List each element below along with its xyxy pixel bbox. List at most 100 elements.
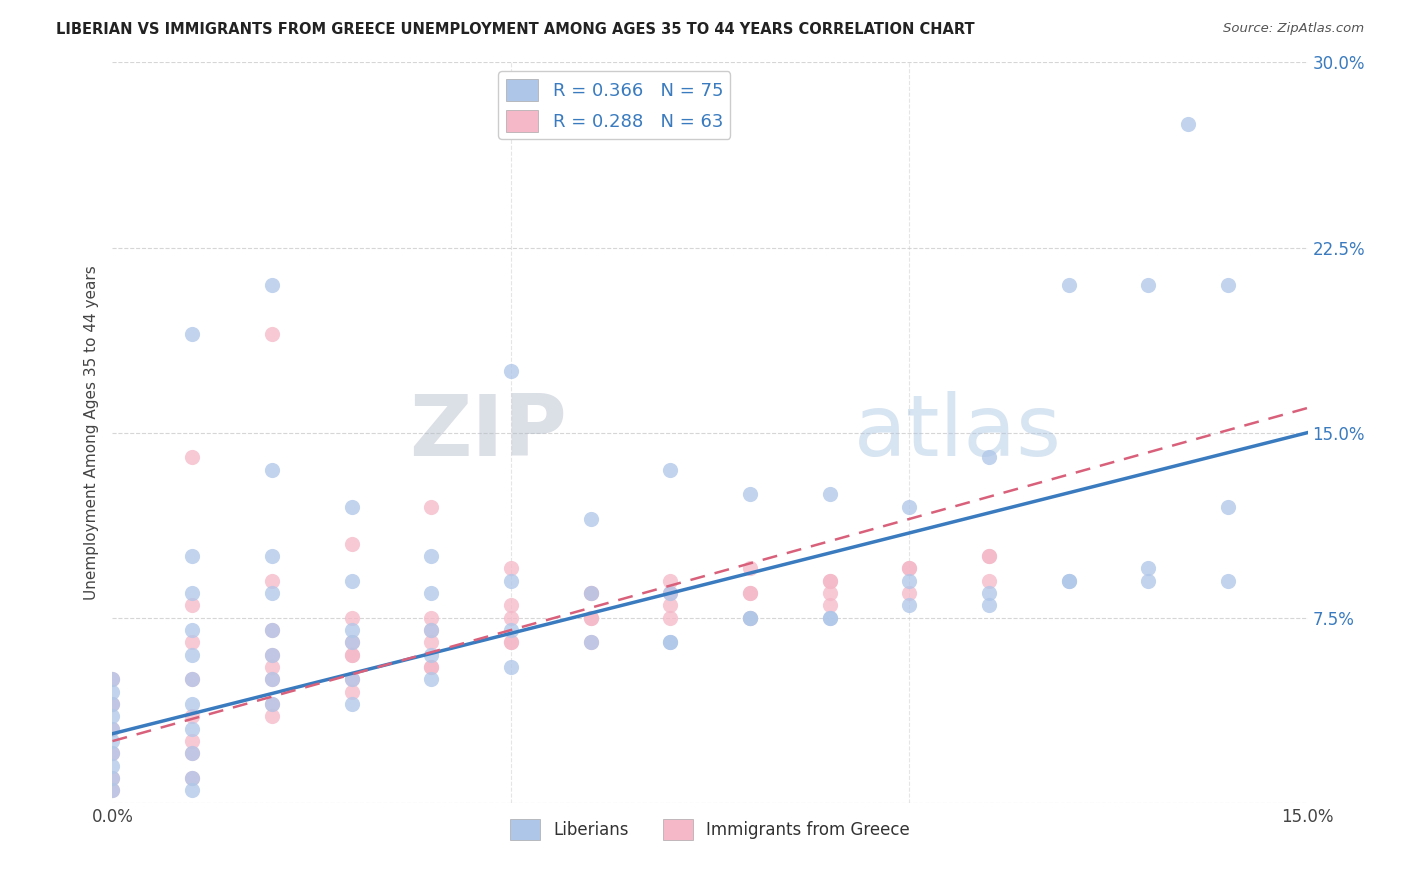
Point — [738, 586, 761, 600]
Point — [818, 610, 841, 624]
Point — [738, 487, 761, 501]
Point — [738, 610, 761, 624]
Point — [818, 574, 841, 588]
Point — [340, 574, 363, 588]
Point — [738, 561, 761, 575]
Point — [340, 623, 363, 637]
Point — [181, 586, 204, 600]
Point — [260, 648, 283, 662]
Point — [499, 574, 522, 588]
Point — [181, 697, 204, 711]
Point — [260, 623, 283, 637]
Point — [101, 747, 124, 761]
Point — [101, 697, 124, 711]
Legend: Liberians, Immigrants from Greece: Liberians, Immigrants from Greece — [503, 813, 917, 847]
Point — [260, 697, 283, 711]
Point — [340, 500, 363, 514]
Point — [260, 623, 283, 637]
Point — [579, 635, 602, 649]
Text: Source: ZipAtlas.com: Source: ZipAtlas.com — [1223, 22, 1364, 36]
Point — [499, 610, 522, 624]
Point — [181, 734, 204, 748]
Point — [340, 536, 363, 550]
Point — [420, 623, 443, 637]
Point — [659, 635, 682, 649]
Point — [181, 599, 204, 613]
Point — [101, 709, 124, 723]
Point — [579, 586, 602, 600]
Point — [1216, 277, 1239, 292]
Text: atlas: atlas — [853, 391, 1062, 475]
Point — [181, 747, 204, 761]
Point — [1137, 561, 1160, 575]
Point — [181, 771, 204, 785]
Point — [181, 326, 204, 341]
Point — [420, 660, 443, 674]
Point — [260, 326, 283, 341]
Point — [898, 574, 921, 588]
Point — [1137, 574, 1160, 588]
Point — [101, 783, 124, 797]
Point — [977, 549, 1000, 563]
Point — [181, 673, 204, 687]
Point — [499, 364, 522, 378]
Point — [340, 673, 363, 687]
Point — [260, 673, 283, 687]
Point — [260, 697, 283, 711]
Point — [181, 771, 204, 785]
Point — [818, 574, 841, 588]
Point — [181, 722, 204, 736]
Point — [898, 561, 921, 575]
Point — [101, 747, 124, 761]
Point — [1057, 277, 1080, 292]
Point — [101, 673, 124, 687]
Point — [738, 586, 761, 600]
Point — [499, 599, 522, 613]
Point — [499, 635, 522, 649]
Point — [420, 500, 443, 514]
Point — [659, 586, 682, 600]
Point — [1216, 500, 1239, 514]
Point — [818, 610, 841, 624]
Point — [579, 512, 602, 526]
Point — [499, 660, 522, 674]
Point — [738, 610, 761, 624]
Point — [181, 673, 204, 687]
Point — [101, 771, 124, 785]
Point — [101, 673, 124, 687]
Point — [499, 561, 522, 575]
Text: ZIP: ZIP — [409, 391, 567, 475]
Point — [420, 648, 443, 662]
Y-axis label: Unemployment Among Ages 35 to 44 years: Unemployment Among Ages 35 to 44 years — [83, 265, 98, 600]
Point — [898, 599, 921, 613]
Point — [1137, 277, 1160, 292]
Point — [579, 586, 602, 600]
Point — [260, 709, 283, 723]
Point — [659, 610, 682, 624]
Point — [181, 635, 204, 649]
Point — [420, 623, 443, 637]
Point — [260, 648, 283, 662]
Point — [898, 500, 921, 514]
Point — [101, 734, 124, 748]
Point — [420, 673, 443, 687]
Point — [340, 610, 363, 624]
Point — [101, 722, 124, 736]
Point — [260, 660, 283, 674]
Point — [101, 697, 124, 711]
Point — [977, 549, 1000, 563]
Point — [1057, 574, 1080, 588]
Point — [340, 685, 363, 699]
Point — [579, 635, 602, 649]
Point — [1177, 117, 1199, 131]
Point — [101, 771, 124, 785]
Point — [101, 685, 124, 699]
Point — [579, 586, 602, 600]
Point — [340, 673, 363, 687]
Point — [181, 709, 204, 723]
Point — [260, 549, 283, 563]
Point — [181, 450, 204, 465]
Point — [340, 648, 363, 662]
Point — [340, 697, 363, 711]
Point — [260, 462, 283, 476]
